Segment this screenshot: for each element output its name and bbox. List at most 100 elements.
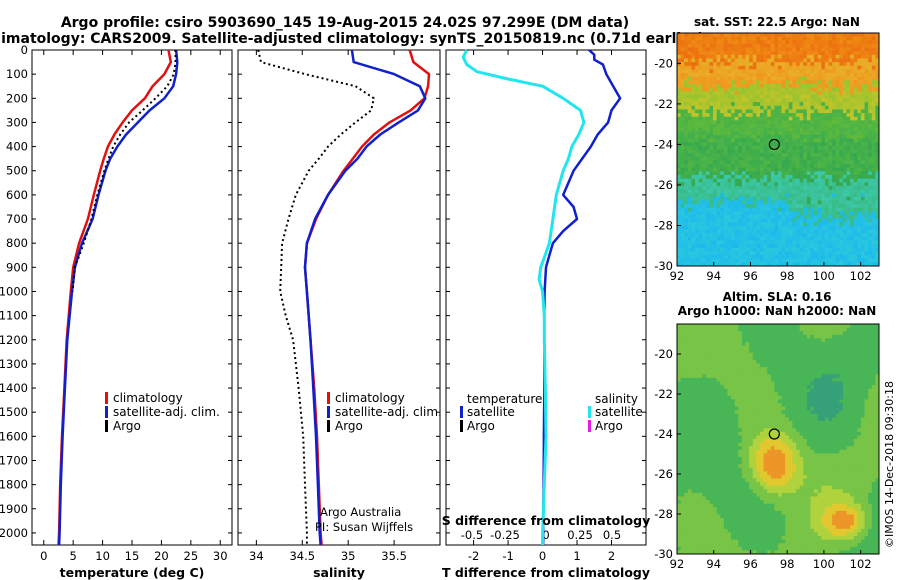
map-cell [723,211,728,216]
map-cell [842,58,847,63]
map-cell [716,189,721,194]
map-cell [788,356,793,361]
map-cell [745,225,750,230]
map-cell [839,171,844,176]
map-cell [871,58,876,63]
map-cell [868,120,873,125]
depth-tick-label: 1900 [0,502,28,516]
map-cell [767,233,772,238]
map-cell [713,204,718,209]
map-cell [828,102,833,107]
map-cell [774,244,779,249]
map-cell [734,113,739,118]
map-cell [824,127,829,132]
map-cell [806,51,811,56]
map-cell [720,171,725,176]
map-cell [759,149,764,154]
map-cell [727,116,732,121]
map-cell [680,65,685,70]
map-cell [745,349,750,354]
map-cell [817,156,822,161]
map-cell [687,80,692,85]
map-cell [875,145,880,150]
map-cell [774,338,779,343]
map-cell [788,359,793,364]
map-cell [709,182,714,187]
map-cell [824,80,829,85]
map-cell [785,98,790,103]
map-cell [774,113,779,118]
map-cell [835,142,840,147]
map-cell [835,40,840,45]
map-cell [727,51,732,56]
map-cell [702,76,707,81]
map-cell [734,164,739,169]
map-cell [763,247,768,252]
map-cell [745,131,750,136]
map-cell [695,222,700,227]
map-cell [731,33,736,38]
map-cell [871,47,876,52]
map-cell [731,109,736,114]
map-cell [868,43,873,48]
map-cell [824,185,829,190]
map-cell [796,51,801,56]
map-cell [875,142,880,147]
map-cell [814,127,819,132]
map-cell [698,218,703,223]
map-cell [752,62,757,67]
map-cell [752,98,757,103]
map-cell [850,174,855,180]
map-cell [868,251,873,256]
map-cell [731,73,736,78]
map-cell [687,236,692,241]
map-cell [821,392,826,397]
map-cell [687,392,692,397]
map-cell [687,167,692,172]
x-tick-label: 0 [40,549,47,563]
map-cell [846,131,851,136]
map-cell [691,69,696,74]
map-cell [846,174,851,180]
map-cell [832,327,837,332]
depth-tick-label: 100 [6,67,28,81]
map-cell [788,388,793,393]
map-cell [868,349,873,354]
map-cell [871,233,876,238]
map-cell [687,145,692,150]
map-cell [850,36,855,41]
map-cell [723,251,728,256]
map-cell [835,189,840,194]
map-cell [749,338,754,343]
map-cell [698,113,703,118]
map-cell [832,113,837,118]
map-cell [677,349,682,354]
map-cell [727,363,732,368]
map-cell [731,47,736,52]
map-cell [832,182,837,187]
map-cell [716,65,721,70]
map-cell [875,370,880,375]
map-cell [770,215,775,220]
map-cell [677,345,682,350]
map-cell [850,356,855,361]
difference-panel: -2 -1 0 1 2 -0.5 -0.25 0 0.25 0.5 S difference f… [442,49,650,580]
map-cell [824,36,829,41]
map-cell [792,91,797,96]
map-cell [785,138,790,143]
map-cell [749,367,754,372]
map-cell [731,134,736,139]
map-cell [864,36,869,41]
t-difference-label: T difference from climatology [442,565,650,580]
map-cell [752,240,757,245]
map-cell [785,218,790,223]
map-cell [713,160,718,165]
map-cell [828,120,833,125]
map-cell [734,156,739,161]
map-cell [741,76,746,81]
map-cell [731,91,736,96]
map-cell [749,200,754,205]
map-cell [810,73,815,78]
map-cell [803,124,808,129]
map-cell [806,324,811,328]
